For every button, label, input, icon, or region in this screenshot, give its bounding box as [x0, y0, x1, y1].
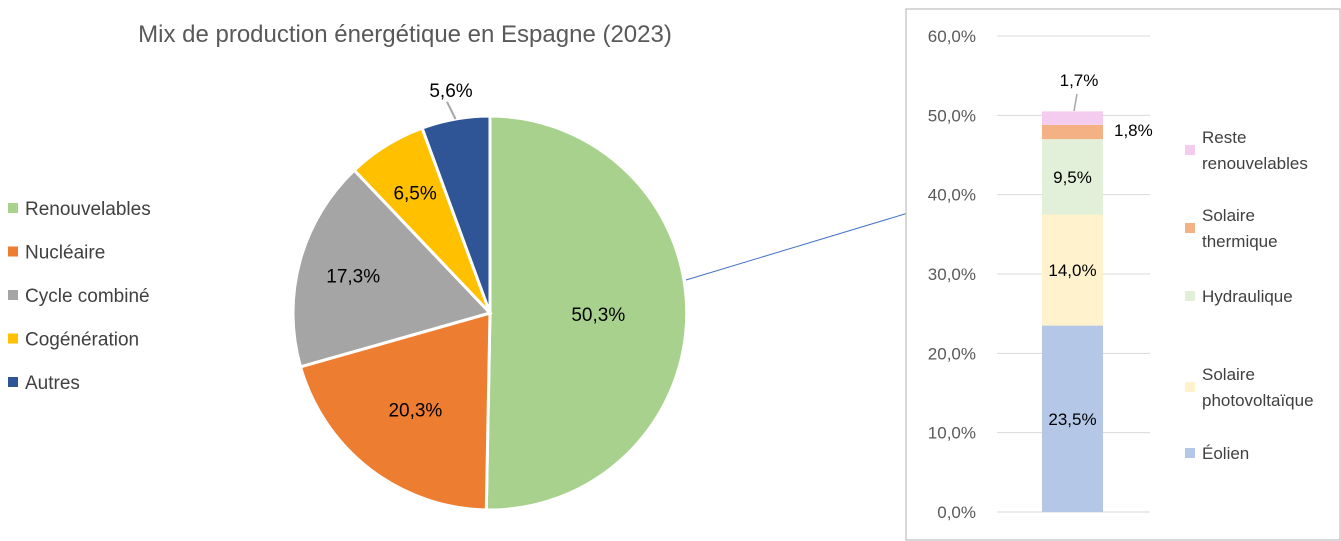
- y-tick-label: 60,0%: [928, 27, 976, 46]
- bar-segment-eolien: [1042, 325, 1103, 512]
- legend-label: Hydraulique: [1202, 287, 1293, 306]
- legend-swatch: [1185, 448, 1195, 458]
- legend-label: Nucléaire: [25, 243, 105, 264]
- legend-label: Cycle combiné: [25, 286, 150, 307]
- legend-label: Cogénération: [25, 330, 139, 351]
- legend-swatch: [8, 377, 18, 387]
- pie-slice-cycle-combine: [291, 168, 493, 369]
- legend-label: Solaire: [1202, 365, 1255, 384]
- pie-label-nucleaire: 20,3%: [388, 401, 442, 422]
- legend-item-nucleaire: Nucléaire: [8, 243, 105, 264]
- y-tick-label: 40,0%: [928, 186, 976, 205]
- bar-label-solaire-thermique: 1,8%: [1114, 121, 1153, 140]
- pie-label-cogeneration: 6,5%: [393, 184, 436, 205]
- y-tick-label: 30,0%: [928, 265, 976, 284]
- pie-slice-nucleaire: [298, 311, 492, 512]
- legend-swatch: [1185, 382, 1195, 392]
- bar-label-hydraulique: 9,5%: [1053, 168, 1092, 187]
- y-tick-label: 10,0%: [928, 424, 976, 443]
- legend-label: Solaire: [1202, 206, 1255, 225]
- legend-swatch: [8, 333, 18, 344]
- pie-slice-autres: [420, 114, 492, 314]
- legend-item-renouvelables: Renouvelables: [8, 199, 151, 220]
- bar-leader-line: [1073, 93, 1078, 112]
- bar-legend-item-reste-renouvelables: Reste renouvelables: [1185, 128, 1308, 173]
- legend-label: Autres: [25, 373, 80, 394]
- y-tick-label: 0,0%: [937, 503, 976, 522]
- legend-swatch: [1185, 291, 1195, 301]
- connector-line: [685, 212, 909, 281]
- bar-legend: Reste renouvelables Solaire thermique Hydrau…: [1185, 128, 1314, 463]
- legend-label: Renouvelables: [25, 199, 151, 220]
- bar-label-solaire-photovoltaique: 14,0%: [1048, 261, 1096, 280]
- pie-label-renouvelables: 50,3%: [571, 305, 625, 326]
- legend-item-cycle-combine: Cycle combiné: [8, 286, 150, 307]
- bar-label-reste-renouvelables: 1,7%: [1060, 71, 1099, 90]
- bar-y-axis: 0,0% 10,0% 20,0% 30,0% 40,0% 50,0% 60,0%: [928, 27, 976, 522]
- legend-swatch: [1185, 223, 1195, 233]
- pie-slice-renouvelables: [484, 114, 689, 512]
- legend-swatch: [8, 290, 18, 300]
- bar-legend-item-hydraulique: Hydraulique: [1185, 287, 1293, 306]
- legend-label: Éolien: [1202, 444, 1249, 463]
- pie-label-autres: 5,6%: [429, 81, 472, 102]
- legend-swatch: [8, 246, 18, 257]
- bar-legend-item-solaire-photovoltaique: Solaire photovoltaïque: [1185, 365, 1314, 410]
- bar-data-labels: 23,5% 14,0% 9,5% 1,8% 1,7%: [1048, 71, 1152, 429]
- pie-legend: Renouvelables Nucléaire Cycle combiné Cogén…: [8, 199, 151, 394]
- pie-labels: 50,3% 20,3% 17,3% 6,5% 5,6%: [326, 81, 625, 422]
- bar-legend-item-eolien: Éolien: [1185, 444, 1249, 463]
- legend-label: thermique: [1202, 232, 1278, 251]
- chart-title: Mix de production énergétique en Espagne…: [138, 21, 672, 48]
- bar-segment-solaire-photovoltaique: [1042, 214, 1103, 326]
- legend-label: photovoltaïque: [1202, 391, 1314, 410]
- y-tick-label: 20,0%: [928, 344, 976, 363]
- bar-legend-item-solaire-thermique: Solaire thermique: [1185, 206, 1278, 251]
- bar-segment-reste-renouvelables: [1042, 111, 1103, 125]
- legend-swatch: [8, 203, 18, 213]
- stacked-bar: [1042, 111, 1103, 512]
- bar-segment-hydraulique: [1042, 139, 1103, 215]
- legend-item-autres: Autres: [8, 373, 80, 394]
- legend-item-cogeneration: Cogénération: [8, 330, 139, 351]
- pie-leader-line: [446, 101, 457, 120]
- legend-label: renouvelables: [1202, 154, 1308, 173]
- bar-label-eolien: 23,5%: [1048, 410, 1096, 429]
- legend-swatch: [1185, 145, 1195, 155]
- legend-label: Reste: [1202, 128, 1246, 147]
- pie-label-cycle-combine: 17,3%: [326, 267, 380, 288]
- bar-segment-solaire-thermique: [1042, 124, 1103, 140]
- pie-chart: [291, 114, 689, 512]
- y-tick-label: 50,0%: [928, 106, 976, 125]
